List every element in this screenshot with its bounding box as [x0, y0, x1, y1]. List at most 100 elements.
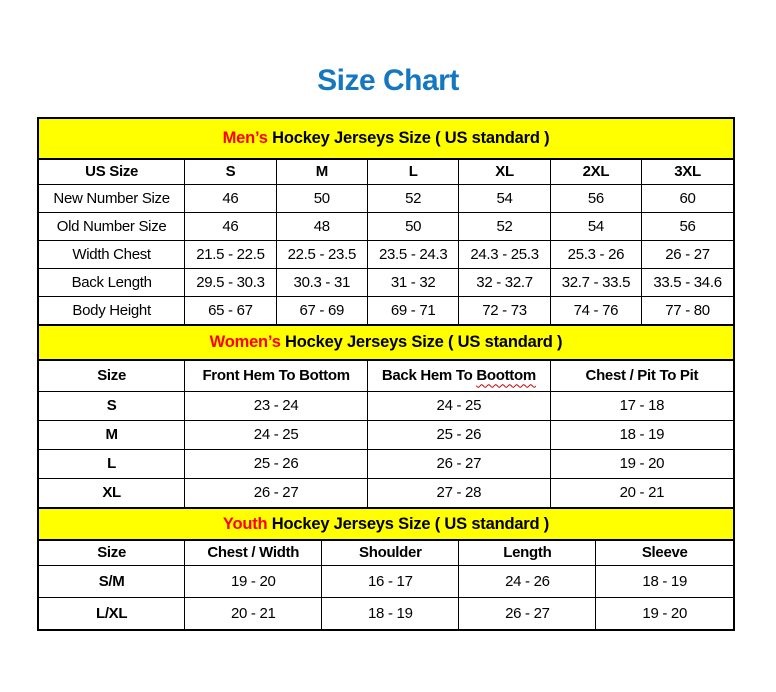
- youth-header-row: Size Chest / Width Shoulder Length Sleev…: [39, 541, 733, 566]
- size-chart-frame: Men’s Hockey Jerseys Size ( US standard …: [37, 117, 735, 631]
- mens-col-header: XL: [458, 160, 551, 185]
- row-label: Width Chest: [39, 239, 186, 269]
- mens-banner-rest: Hockey Jerseys Size ( US standard ): [267, 129, 550, 147]
- cell-value: 54: [458, 183, 551, 213]
- cell-value: 27 - 28: [366, 477, 551, 507]
- youth-col-header: Size: [39, 541, 186, 566]
- cell-value: 22.5 - 23.5: [275, 239, 368, 269]
- row-label: XL: [39, 477, 186, 507]
- table-row: L/XL 20 - 21 18 - 19 26 - 27 19 - 20: [39, 596, 733, 629]
- mens-section-banner: Men’s Hockey Jerseys Size ( US standard …: [39, 119, 733, 160]
- cell-value: 33.5 - 34.6: [641, 267, 733, 297]
- mens-size-table: US Size S M L XL 2XL 3XL New Number Size…: [39, 160, 733, 324]
- cell-value: 26 - 27: [184, 477, 368, 507]
- womens-banner-rest: Hockey Jerseys Size ( US standard ): [280, 333, 563, 351]
- table-row: Back Length 29.5 - 30.3 30.3 - 31 31 - 3…: [39, 267, 733, 297]
- mens-col-header: S: [184, 160, 277, 185]
- table-row: Body Height 65 - 67 67 - 69 69 - 71 72 -…: [39, 295, 733, 324]
- cell-value: 29.5 - 30.3: [184, 267, 277, 297]
- mens-col-header: 2XL: [549, 160, 643, 185]
- cell-value: 30.3 - 31: [275, 267, 368, 297]
- row-label: Back Length: [39, 267, 186, 297]
- table-row: Old Number Size 46 48 50 52 54 56: [39, 211, 733, 241]
- cell-value: 69 - 71: [366, 295, 460, 324]
- row-label: S/M: [39, 564, 186, 598]
- table-row: Width Chest 21.5 - 22.5 22.5 - 23.5 23.5…: [39, 239, 733, 269]
- cell-value: 20 - 21: [549, 477, 733, 507]
- youth-banner-text: Youth Hockey Jerseys Size ( US standard …: [223, 515, 549, 534]
- table-row: S/M 19 - 20 16 - 17 24 - 26 18 - 19: [39, 564, 733, 598]
- cell-value: 18 - 19: [321, 596, 460, 629]
- cell-value: 17 - 18: [549, 390, 733, 421]
- cell-value: 25 - 26: [184, 448, 368, 479]
- cell-value: 52: [366, 183, 460, 213]
- row-label: Body Height: [39, 295, 186, 324]
- mens-banner-text: Men’s Hockey Jerseys Size ( US standard …: [223, 129, 550, 148]
- cell-value: 25.3 - 26: [549, 239, 643, 269]
- cell-value: 32.7 - 33.5: [549, 267, 643, 297]
- cell-value: 32 - 32.7: [458, 267, 551, 297]
- cell-value: 56: [641, 211, 733, 241]
- womens-banner-highlight: Women’s: [209, 333, 281, 351]
- cell-value: 24 - 26: [458, 564, 597, 598]
- row-label: Old Number Size: [39, 211, 186, 241]
- youth-col-header: Shoulder: [321, 541, 460, 566]
- cell-value: 50: [275, 183, 368, 213]
- table-row: M 24 - 25 25 - 26 18 - 19: [39, 419, 733, 450]
- cell-value: 74 - 76: [549, 295, 643, 324]
- cell-value: 46: [184, 183, 277, 213]
- mens-col-header: US Size: [39, 160, 186, 185]
- row-label: L/XL: [39, 596, 186, 629]
- womens-col-header: Back Hem To Boottom: [366, 361, 551, 392]
- back-hem-misspelled-word: Boottom: [476, 367, 536, 385]
- cell-value: 46: [184, 211, 277, 241]
- youth-col-header: Chest / Width: [184, 541, 323, 566]
- youth-col-header: Sleeve: [595, 541, 733, 566]
- cell-value: 50: [366, 211, 460, 241]
- cell-value: 65 - 67: [184, 295, 277, 324]
- cell-value: 72 - 73: [458, 295, 551, 324]
- mens-col-header: 3XL: [641, 160, 733, 185]
- cell-value: 52: [458, 211, 551, 241]
- cell-value: 25 - 26: [366, 419, 551, 450]
- cell-value: 19 - 20: [549, 448, 733, 479]
- mens-banner-highlight: Men’s: [222, 129, 268, 147]
- cell-value: 16 - 17: [321, 564, 460, 598]
- cell-value: 26 - 27: [641, 239, 733, 269]
- cell-value: 21.5 - 22.5: [184, 239, 277, 269]
- table-row: New Number Size 46 50 52 54 56 60: [39, 183, 733, 213]
- table-row: L 25 - 26 26 - 27 19 - 20: [39, 448, 733, 479]
- cell-value: 19 - 20: [184, 564, 323, 598]
- page-title: Size Chart: [317, 64, 459, 97]
- cell-value: 26 - 27: [366, 448, 551, 479]
- womens-section-banner: Women’s Hockey Jerseys Size ( US standar…: [39, 324, 733, 361]
- cell-value: 77 - 80: [641, 295, 733, 324]
- row-label: New Number Size: [39, 183, 186, 213]
- cell-value: 26 - 27: [458, 596, 597, 629]
- table-row: S 23 - 24 24 - 25 17 - 18: [39, 390, 733, 421]
- cell-value: 48: [275, 211, 368, 241]
- mens-col-header: L: [366, 160, 460, 185]
- cell-value: 20 - 21: [184, 596, 323, 629]
- cell-value: 56: [549, 183, 643, 213]
- cell-value: 67 - 69: [275, 295, 368, 324]
- cell-value: 24 - 25: [366, 390, 551, 421]
- youth-section-banner: Youth Hockey Jerseys Size ( US standard …: [39, 507, 733, 541]
- womens-col-header: Size: [39, 361, 186, 392]
- cell-value: 18 - 19: [595, 564, 733, 598]
- cell-value: 60: [641, 183, 733, 213]
- row-label: M: [39, 419, 186, 450]
- cell-value: 18 - 19: [549, 419, 733, 450]
- youth-size-table: Size Chest / Width Shoulder Length Sleev…: [39, 541, 733, 629]
- cell-value: 23 - 24: [184, 390, 368, 421]
- mens-header-row: US Size S M L XL 2XL 3XL: [39, 160, 733, 185]
- womens-col-header: Chest / Pit To Pit: [549, 361, 733, 392]
- cell-value: 54: [549, 211, 643, 241]
- cell-value: 24.3 - 25.3: [458, 239, 551, 269]
- womens-size-table: Size Front Hem To Bottom Back Hem To Boo…: [39, 361, 733, 507]
- youth-banner-highlight: Youth: [222, 514, 268, 533]
- table-row: XL 26 - 27 27 - 28 20 - 21: [39, 477, 733, 507]
- youth-col-header: Length: [458, 541, 597, 566]
- youth-banner-rest: Hockey Jerseys Size ( US standard ): [267, 514, 550, 533]
